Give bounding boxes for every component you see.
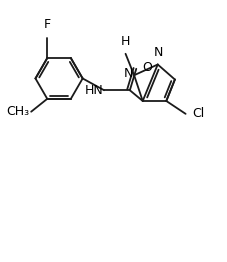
Text: N: N xyxy=(154,46,163,59)
Text: Cl: Cl xyxy=(192,107,204,120)
Text: CH₃: CH₃ xyxy=(6,105,30,118)
Text: O: O xyxy=(142,61,152,74)
Text: HN: HN xyxy=(84,84,103,97)
Text: F: F xyxy=(44,18,51,31)
Text: N: N xyxy=(123,67,133,80)
Text: H: H xyxy=(121,35,130,48)
